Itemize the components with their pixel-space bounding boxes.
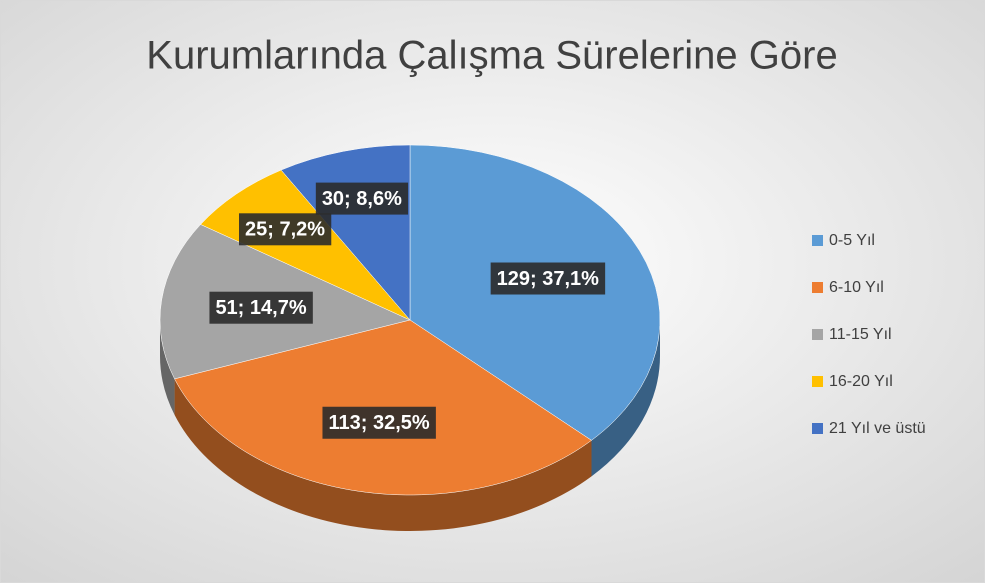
data-label-box xyxy=(490,262,606,295)
legend-label: 11-15 Yıl xyxy=(829,326,892,343)
legend-label: 0-5 Yıl xyxy=(829,232,875,249)
data-label-box xyxy=(209,291,313,324)
legend-label: 21 Yıl ve üstü xyxy=(829,420,926,437)
data-label: 51; 14,7% xyxy=(215,297,306,319)
legend-swatch xyxy=(812,376,823,387)
data-label-box xyxy=(322,406,436,439)
data-label-box xyxy=(315,182,409,215)
legend-swatch xyxy=(812,423,823,434)
data-label: 30; 8,6% xyxy=(322,188,402,210)
slice-side xyxy=(174,378,592,532)
data-label: 113; 32,5% xyxy=(328,412,429,434)
data-label: 129; 37,1% xyxy=(497,268,600,290)
legend-swatch xyxy=(812,235,823,246)
chart-title: Kurumlarında Çalışma Sürelerine Göre xyxy=(146,34,837,78)
legend-swatch xyxy=(812,329,823,340)
legend-label: 6-10 Yıl xyxy=(829,279,884,296)
data-label-box xyxy=(239,213,332,246)
legend-label: 16-20 Yıl xyxy=(829,373,893,390)
slice-side xyxy=(160,320,175,415)
legend-swatch xyxy=(812,282,823,293)
data-label: 25; 7,2% xyxy=(245,219,325,241)
slice-side xyxy=(591,320,660,477)
